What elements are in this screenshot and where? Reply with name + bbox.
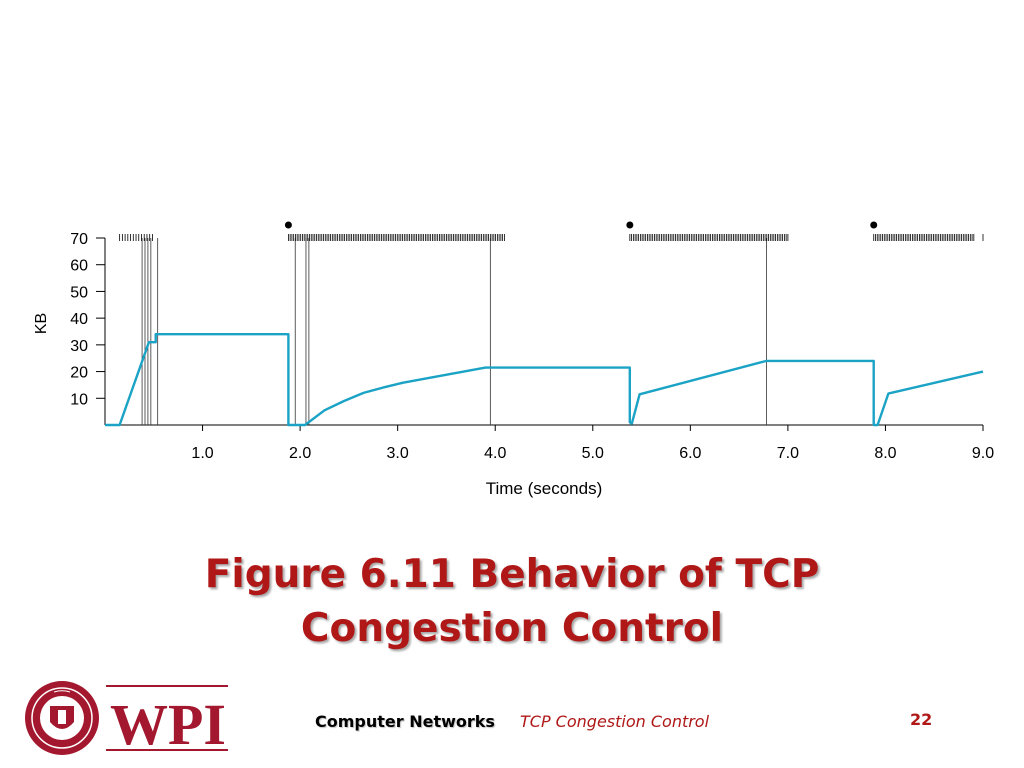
wpi-logo-text: WPI [110, 692, 226, 757]
timeout-marker [626, 221, 634, 229]
y-tick-label: 20 [70, 365, 88, 382]
congestion-window-line [105, 333, 984, 427]
y-tick-label: 70 [70, 231, 88, 248]
footer-course: Computer Networks [315, 712, 495, 731]
slide-title: Figure 6.11 Behavior of TCP Congestion C… [0, 548, 1024, 656]
wpi-seal-icon [25, 681, 99, 755]
timeout-marker [870, 221, 878, 229]
x-tick-label: 1.0 [191, 445, 213, 462]
y-tick-label: 10 [70, 391, 88, 408]
x-tick-label: 5.0 [582, 445, 604, 462]
x-tick-label: 4.0 [484, 445, 506, 462]
y-tick-label: 30 [70, 338, 88, 355]
slide-footer: WPI Computer Networks TCP Congestion Con… [0, 680, 1024, 768]
y-tick-label: 50 [70, 284, 88, 301]
slide-title-line2: Congestion Control [300, 606, 724, 651]
y-tick-label: 60 [70, 258, 88, 275]
x-tick-label: 3.0 [387, 445, 409, 462]
y-axis-label: KB [33, 313, 50, 334]
x-tick-label: 2.0 [289, 445, 311, 462]
x-tick-label: 8.0 [874, 445, 896, 462]
footer-topic: TCP Congestion Control [520, 712, 710, 731]
tcp-congestion-chart: 10 20 30 40 50 60 70 1.0 2.0 3.0 4.0 5.0 6.0 7.0 8.0 9.… [33, 221, 994, 498]
x-tick-label: 6.0 [679, 445, 701, 462]
y-tick-label: 40 [70, 311, 88, 328]
timeout-marker [284, 221, 292, 229]
x-tick-label: 7.0 [777, 445, 799, 462]
page-number: 22 [910, 710, 933, 729]
x-tick-label: 9.0 [972, 445, 994, 462]
slide-title-line1: Figure 6.11 Behavior of TCP [204, 552, 820, 597]
wpi-logo: WPI [25, 681, 228, 757]
x-axis-label: Time (seconds) [486, 479, 603, 498]
